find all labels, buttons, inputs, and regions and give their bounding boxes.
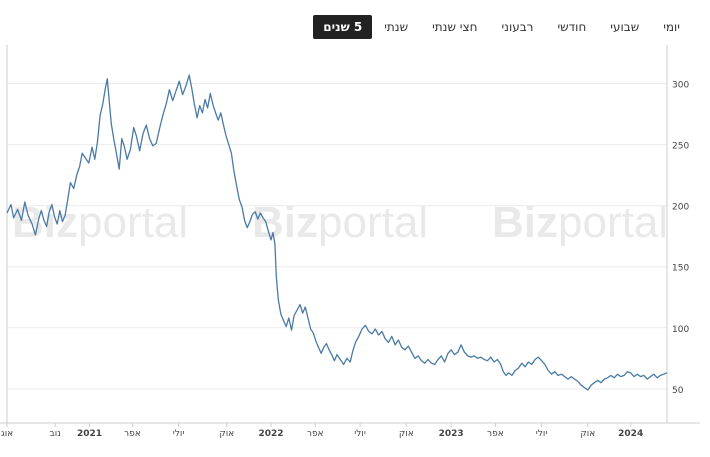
x-tick-label: אוק <box>399 429 414 439</box>
tab-yearly[interactable]: שנתי <box>384 20 409 34</box>
x-axis-labels: אוג נוב 2021 אפר יולי אוק 2022 אפר יולי אוק 2023 אפ… <box>1 429 643 439</box>
x-tick-label: יולי <box>354 429 366 439</box>
watermark-light: portal <box>318 198 428 247</box>
tab-five_years[interactable]: 5 שנים <box>313 15 373 39</box>
watermarks: Bizportal Bizportal Bizportal <box>12 198 668 247</box>
x-tick-label: אוק <box>580 429 595 439</box>
y-axis-labels: 50 100 150 200 250 300 <box>672 81 689 396</box>
bizportal-watermark: Bizportal <box>252 198 428 247</box>
y-tick-label: 200 <box>672 203 689 213</box>
watermark-light: portal <box>558 198 668 247</box>
x-tick-label: יולי <box>173 429 185 439</box>
x-tick-label: 2021 <box>77 429 102 439</box>
watermark-bold: Biz <box>492 198 558 247</box>
price-line <box>6 74 668 391</box>
series <box>6 74 668 391</box>
grid <box>7 83 667 390</box>
x-tick-label: אפר <box>487 429 504 439</box>
bizportal-watermark: Bizportal <box>492 198 668 247</box>
x-tick-label: נוב <box>50 429 61 439</box>
bizportal-watermark: Bizportal <box>12 198 188 247</box>
tab-daily[interactable]: יומי <box>663 20 680 34</box>
tab-half[interactable]: חצי שנתי <box>432 20 478 34</box>
watermark-bold: Biz <box>252 198 318 247</box>
y-tick-label: 300 <box>672 81 689 91</box>
x-tick-label: 2023 <box>439 429 464 439</box>
y-tick-label: 50 <box>672 386 684 396</box>
x-tick-label: 2022 <box>258 429 283 439</box>
price-chart: Bizportal Bizportal Bizportal 50 100 150 200 2… <box>0 45 710 453</box>
x-tick-label: יולי <box>536 429 548 439</box>
x-tick-label: אוק <box>219 429 234 439</box>
y-tick-label: 150 <box>672 264 689 274</box>
x-tick-label: אפר <box>307 429 324 439</box>
y-tick-label: 100 <box>672 325 689 335</box>
x-tick-label: 2024 <box>618 429 643 439</box>
tab-monthly[interactable]: חודשי <box>557 20 587 34</box>
x-tick-label: אפר <box>124 429 141 439</box>
period-tabs: יומי שבועי חודשי רבעוני חצי שנתי שנתי 5 שנים <box>297 14 692 40</box>
watermark-light: portal <box>78 198 188 247</box>
x-tick-label: אוג <box>1 429 13 439</box>
tab-weekly[interactable]: שבועי <box>610 20 640 34</box>
chart-svg: Bizportal Bizportal Bizportal 501001502002… <box>0 45 700 439</box>
tab-quarterly[interactable]: רבעוני <box>501 20 534 34</box>
y-tick-label: 250 <box>672 142 689 152</box>
axes <box>0 45 700 427</box>
